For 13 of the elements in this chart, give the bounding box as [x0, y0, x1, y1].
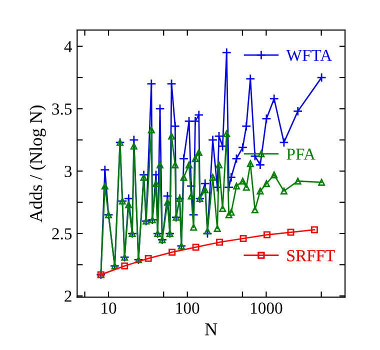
- legend-label: PFA: [286, 148, 316, 160]
- y-tick-label: 3: [64, 166, 72, 178]
- y-tick-label: 2.5: [52, 228, 72, 240]
- legend-label: WFTA: [286, 50, 332, 62]
- y-axis-title: Adds / (Nlog N): [29, 105, 46, 222]
- legend-label: SRFFT: [287, 250, 336, 262]
- y-tick-label: 3.5: [52, 103, 72, 115]
- x-tick-label: 1000: [251, 302, 282, 314]
- x-axis-title: N: [205, 323, 218, 336]
- y-tick-label: 2: [64, 290, 72, 302]
- x-tick-label: 10: [102, 302, 116, 314]
- y-tick-label: 4: [64, 41, 72, 52]
- x-tick-label: 100: [176, 302, 200, 314]
